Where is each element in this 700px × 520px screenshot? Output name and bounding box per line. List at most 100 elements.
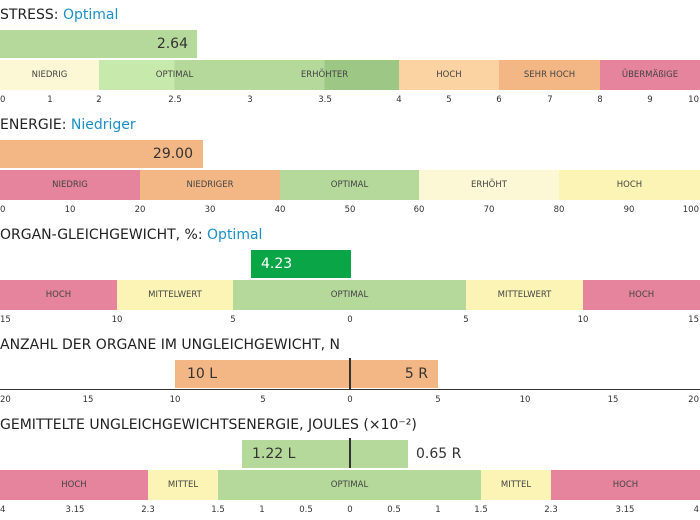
- ungleich-tick: 3.15: [65, 505, 85, 515]
- organ-gleichgewicht-value: 4.23: [261, 256, 293, 272]
- organ-band-mittelwert-right: MITTELWERT: [466, 280, 583, 310]
- stress-status: Optimal: [62, 7, 119, 23]
- organ-gleichgewicht-value-bar: 4.23: [251, 250, 351, 278]
- energie-band-niedrig: NIEDRIG: [0, 170, 140, 200]
- ungleich-band-optimal: OPTIMAL: [218, 470, 481, 500]
- organ-band-hoch-left: HOCH: [0, 280, 117, 310]
- energie-tick: 30: [204, 205, 216, 215]
- ungleich-tick: 1.5: [211, 505, 225, 515]
- organ-tick: 5: [463, 315, 469, 325]
- organ-gleichgewicht-label: ORGAN-GLEICHGEWICHT, %:: [0, 227, 203, 243]
- ungleich-tick: 1: [435, 505, 441, 515]
- energie-tick: 90: [623, 205, 635, 215]
- organ-tick: 15: [688, 315, 699, 325]
- stress-tick: 3.5: [318, 95, 332, 105]
- energie-tick: 80: [553, 205, 565, 215]
- organ-tick: 15: [0, 315, 11, 325]
- stress-band-uebermaessige: ÜBERMÄßIGE: [600, 60, 700, 90]
- stress-tick: 3: [247, 95, 253, 105]
- anzahl-tick: 5: [435, 395, 441, 405]
- anzahl-tick: 20: [688, 395, 699, 405]
- anzahl-tick: 20: [0, 395, 11, 405]
- organ-tick: 10: [111, 315, 123, 325]
- stress-title: STRESS: Optimal: [0, 7, 118, 23]
- anzahl-organe-right-value: 5 R: [404, 366, 428, 382]
- ungleichgewichtsenergie-left-value: 1.22 L: [252, 446, 296, 462]
- ungleich-tick: 3.15: [615, 505, 635, 515]
- ungleich-tick: 2.3: [141, 505, 155, 515]
- anzahl-tick: 10: [519, 395, 531, 405]
- organ-band-optimal: OPTIMAL: [233, 280, 466, 310]
- energie-value: 29.00: [152, 146, 193, 162]
- stress-tick: 10: [688, 95, 699, 105]
- energie-tick: 40: [274, 205, 286, 215]
- energie-tick: 100: [682, 205, 699, 215]
- stress-band-erhoehter: ERHÖHTER: [250, 60, 399, 90]
- energie-band-niedriger: NIEDRIGER: [140, 170, 280, 200]
- ungleich-tick: 1: [259, 505, 265, 515]
- anzahl-organe-title: ANZAHL DER ORGANE IM UNGLEICHGEWICHT, N: [0, 337, 340, 353]
- anzahl-tick: 0: [347, 395, 353, 405]
- stress-tick: 9: [647, 95, 653, 105]
- organ-band-hoch-right: HOCH: [583, 280, 700, 310]
- organ-gleichgewicht-status: Optimal: [207, 227, 263, 243]
- ungleich-band-mittel-right: MITTEL: [481, 470, 551, 500]
- anzahl-organe-center-line: [349, 358, 351, 390]
- energie-title: ENERGIE: Niedriger: [0, 117, 136, 133]
- energie-band-optimal: OPTIMAL: [280, 170, 419, 200]
- ungleich-tick: 0: [347, 505, 353, 515]
- ungleich-band-mittel-left: MITTEL: [148, 470, 218, 500]
- energie-tick: 50: [344, 205, 356, 215]
- energie-band-erhoeht: ERHÖHT: [419, 170, 559, 200]
- ungleich-tick: 1.5: [474, 505, 488, 515]
- energie-tick: 10: [64, 205, 76, 215]
- energie-right-bar: [350, 440, 408, 468]
- energie-tick: 70: [483, 205, 495, 215]
- ungleich-tick: 0.5: [299, 505, 313, 515]
- stress-tick: 1: [47, 95, 53, 105]
- energie-tick: 60: [413, 205, 425, 215]
- stress-tick: 6: [496, 95, 502, 105]
- anzahl-organe-right-bar: 5 R: [350, 360, 438, 388]
- stress-value-bar: 2.64: [0, 30, 197, 58]
- stress-band-hoch: HOCH: [399, 60, 499, 90]
- anzahl-organe-left-value: 10 L: [187, 366, 218, 382]
- ungleich-tick: 0.5: [387, 505, 401, 515]
- ungleich-band-hoch-left: HOCH: [0, 470, 148, 500]
- stress-value: 2.64: [156, 36, 188, 52]
- anzahl-organe-left-bar: 10 L: [175, 360, 350, 388]
- energie-left-bar: 1.22 L: [242, 440, 350, 468]
- organ-tick: 5: [230, 315, 236, 325]
- stress-tick: 2: [96, 95, 102, 105]
- organ-band-mittelwert-left: MITTELWERT: [117, 280, 233, 310]
- anzahl-tick: 5: [260, 395, 266, 405]
- anzahl-tick: 15: [607, 395, 619, 405]
- stress-tick: 7: [547, 95, 553, 105]
- stress-label: STRESS:: [0, 7, 59, 23]
- ungleich-band-hoch-right: HOCH: [551, 470, 700, 500]
- ungleichgewichtsenergie-center-line: [349, 438, 351, 468]
- organ-gleichgewicht-title: ORGAN-GLEICHGEWICHT, %: Optimal: [0, 227, 262, 243]
- stress-tick: 0: [0, 95, 6, 105]
- energie-value-bar: 29.00: [0, 140, 203, 168]
- energie-band-hoch: HOCH: [559, 170, 700, 200]
- energie-label: ENERGIE:: [0, 117, 67, 133]
- stress-band-niedrig: NIEDRIG: [0, 60, 99, 90]
- stress-tick: 5: [446, 95, 452, 105]
- ungleich-tick: 4: [693, 505, 699, 515]
- anzahl-tick: 10: [169, 395, 181, 405]
- energie-status: Niedriger: [70, 117, 136, 133]
- stress-tick: 2.5: [168, 95, 182, 105]
- energie-tick: 20: [134, 205, 146, 215]
- organ-tick: 0: [347, 315, 353, 325]
- stress-band-sehr-hoch: SEHR HOCH: [499, 60, 600, 90]
- stress-tick: 4: [396, 95, 402, 105]
- ungleichgewichtsenergie-right-value: 0.65 R: [416, 446, 462, 462]
- anzahl-tick: 15: [82, 395, 94, 405]
- ungleichgewichtsenergie-title: GEMITTELTE UNGLEICHGEWICHTSENERGIE, JOUL…: [0, 417, 417, 433]
- stress-tick: 8: [597, 95, 603, 105]
- organ-tick: 10: [577, 315, 589, 325]
- energie-tick: 0: [0, 205, 6, 215]
- stress-band-optimal: OPTIMAL: [99, 60, 250, 90]
- ungleich-tick: 4: [0, 505, 6, 515]
